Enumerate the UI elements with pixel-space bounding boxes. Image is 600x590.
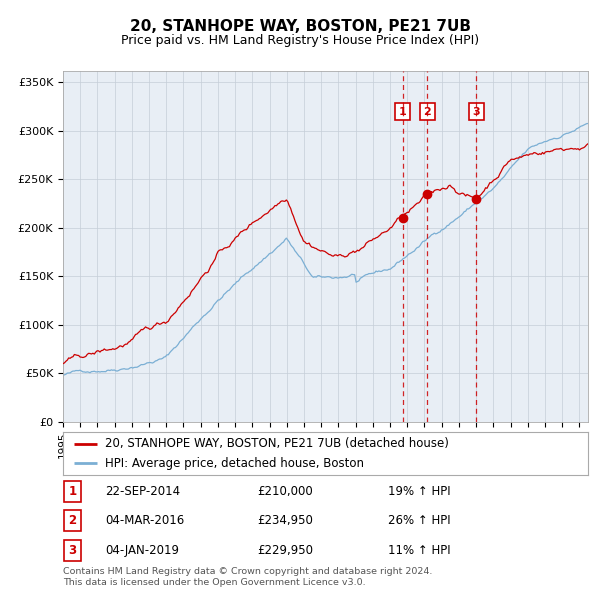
Text: 04-MAR-2016: 04-MAR-2016 xyxy=(105,514,184,527)
Text: 11% ↑ HPI: 11% ↑ HPI xyxy=(389,544,451,557)
Text: £234,950: £234,950 xyxy=(257,514,313,527)
Text: £210,000: £210,000 xyxy=(257,484,313,498)
Text: 3: 3 xyxy=(472,107,480,117)
Text: 1: 1 xyxy=(399,107,406,117)
Text: 20, STANHOPE WAY, BOSTON, PE21 7UB: 20, STANHOPE WAY, BOSTON, PE21 7UB xyxy=(130,19,470,34)
Text: 3: 3 xyxy=(68,544,77,557)
Text: 2: 2 xyxy=(68,514,77,527)
Text: 22-SEP-2014: 22-SEP-2014 xyxy=(105,484,180,498)
Text: Price paid vs. HM Land Registry's House Price Index (HPI): Price paid vs. HM Land Registry's House … xyxy=(121,34,479,47)
Text: HPI: Average price, detached house, Boston: HPI: Average price, detached house, Bost… xyxy=(105,457,364,470)
Text: Contains HM Land Registry data © Crown copyright and database right 2024.
This d: Contains HM Land Registry data © Crown c… xyxy=(63,568,433,586)
Text: 19% ↑ HPI: 19% ↑ HPI xyxy=(389,484,451,498)
Text: £229,950: £229,950 xyxy=(257,544,313,557)
Text: 04-JAN-2019: 04-JAN-2019 xyxy=(105,544,179,557)
Text: 2: 2 xyxy=(424,107,431,117)
Text: 20, STANHOPE WAY, BOSTON, PE21 7UB (detached house): 20, STANHOPE WAY, BOSTON, PE21 7UB (deta… xyxy=(105,437,449,450)
Text: 1: 1 xyxy=(68,484,77,498)
Text: 26% ↑ HPI: 26% ↑ HPI xyxy=(389,514,451,527)
